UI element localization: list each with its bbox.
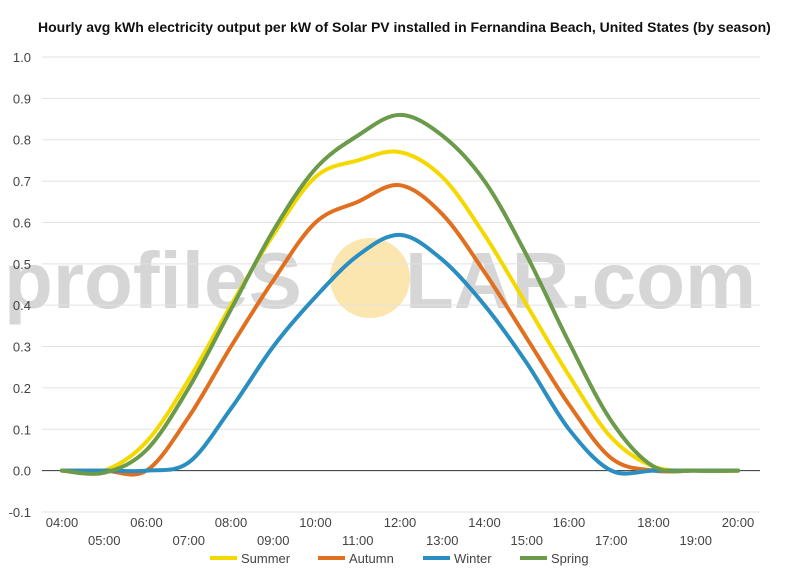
x-tick-label: 17:00 <box>595 533 628 548</box>
y-tick-label: 0.7 <box>13 174 31 189</box>
y-tick-label: 0.8 <box>13 133 31 148</box>
series-line-summer <box>60 149 740 475</box>
watermark-text-right: LAR.com <box>405 236 756 325</box>
legend-item-spring[interactable]: Spring <box>520 551 589 566</box>
x-tick-label: 07:00 <box>172 533 205 548</box>
x-tick-label: 06:00 <box>130 515 163 530</box>
watermark-text-left: profileS <box>4 236 302 325</box>
y-tick-label: 0.5 <box>13 257 31 272</box>
series-line-autumn <box>60 183 740 477</box>
series-line-spring <box>60 112 740 476</box>
x-tick-label: 05:00 <box>88 533 121 548</box>
y-tick-label: 0.2 <box>13 381 31 396</box>
legend-label: Winter <box>454 551 492 566</box>
y-tick-label: 0.0 <box>13 464 31 479</box>
y-axis-ticks: 1.0 0.9 0.8 0.7 0.6 0.5 0.4 0.3 0.2 0.1 0.0 -0.1 <box>9 50 31 520</box>
x-tick-label: 15:00 <box>510 533 543 548</box>
x-tick-label: 19:00 <box>679 533 712 548</box>
chart-title: Hourly avg kWh electricity output per kW… <box>38 19 771 35</box>
watermark: profileS LAR.com <box>4 236 756 325</box>
legend-item-winter[interactable]: Winter <box>423 551 492 566</box>
y-tick-label: 1.0 <box>13 50 31 65</box>
x-axis-ticks: 04:00 05:00 06:00 07:00 08:00 09:00 10:00 11:00… <box>46 515 755 548</box>
legend-label: Autumn <box>349 551 394 566</box>
x-tick-label: 16:00 <box>553 515 586 530</box>
y-tick-label: 0.9 <box>13 91 31 106</box>
x-tick-label: 08:00 <box>215 515 248 530</box>
x-tick-label: 09:00 <box>257 533 290 548</box>
y-tick-label: 0.4 <box>13 298 31 313</box>
x-tick-label: 10:00 <box>299 515 332 530</box>
legend-label: Spring <box>551 551 589 566</box>
x-tick-label: 20:00 <box>722 515 755 530</box>
series-line-winter <box>60 232 740 476</box>
y-tick-label: -0.1 <box>9 505 31 520</box>
x-tick-label: 04:00 <box>46 515 79 530</box>
y-tick-label: 0.1 <box>13 422 31 437</box>
series-lines <box>60 112 740 477</box>
watermark-sun-icon <box>330 238 410 318</box>
x-tick-label: 14:00 <box>468 515 501 530</box>
legend-label: Summer <box>241 551 291 566</box>
x-tick-label: 13:00 <box>426 533 459 548</box>
y-tick-label: 0.3 <box>13 340 31 355</box>
y-tick-label: 0.6 <box>13 215 31 230</box>
x-tick-label: 18:00 <box>637 515 670 530</box>
legend[interactable]: Summer Autumn Winter Spring <box>210 551 589 566</box>
legend-item-autumn[interactable]: Autumn <box>318 551 394 566</box>
legend-item-summer[interactable]: Summer <box>210 551 291 566</box>
x-tick-label: 11:00 <box>342 533 374 548</box>
x-tick-label: 12:00 <box>384 515 417 530</box>
